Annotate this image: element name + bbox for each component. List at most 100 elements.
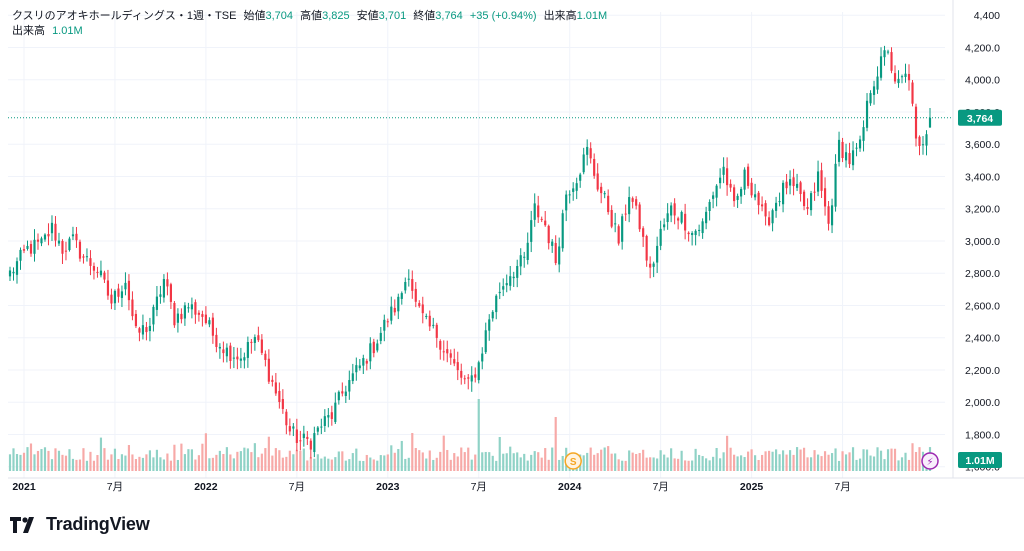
candle-body — [246, 342, 249, 358]
candle-body — [575, 183, 578, 191]
candle-body — [788, 179, 792, 186]
candle-body — [858, 139, 862, 149]
candle-body — [264, 353, 267, 360]
volume-bar — [827, 454, 830, 471]
candle-body — [848, 153, 851, 165]
candle-body — [841, 141, 844, 159]
candle-body — [837, 139, 841, 162]
event-markers[interactable]: S ⚡ — [564, 452, 939, 470]
candle-body — [393, 307, 396, 313]
volume-bar — [516, 452, 519, 471]
candle-body — [110, 294, 113, 304]
volume-bar — [488, 452, 491, 471]
symbol-title[interactable]: クスリのアオキホールディングス・1週・TSE — [12, 10, 237, 22]
candle-body — [400, 293, 403, 299]
volume-bar — [344, 460, 347, 471]
candle-body — [673, 203, 676, 216]
candle-body — [218, 346, 221, 349]
volume-bar — [295, 449, 298, 471]
candle-body — [561, 213, 564, 249]
candle-body — [516, 266, 519, 278]
volume-bar — [236, 451, 239, 471]
candle-body — [253, 337, 256, 343]
volume-bar — [267, 436, 270, 471]
candle-body — [733, 187, 736, 202]
candle-body — [530, 220, 533, 242]
candle-body — [299, 440, 302, 442]
volume-bar — [421, 452, 424, 471]
volume-legend: 出来高 1.01M — [12, 22, 83, 38]
brand-name: TradingView — [46, 514, 150, 534]
candle-body — [425, 315, 428, 317]
candle-body — [628, 197, 631, 215]
candle-body — [600, 186, 603, 194]
candle-body — [757, 192, 760, 206]
tradingview-logo[interactable]: TradingView — [10, 514, 150, 535]
volume-bar — [316, 454, 319, 471]
candle-body — [383, 319, 386, 331]
candle-body — [809, 193, 813, 211]
volume-bar — [467, 447, 470, 471]
candle-body — [795, 183, 799, 188]
candle-body — [914, 106, 918, 139]
candle-body — [250, 341, 253, 343]
candle-body — [617, 226, 620, 244]
volume-bar — [379, 455, 382, 471]
volume-bar — [309, 457, 312, 471]
volume-bar — [162, 459, 166, 471]
candle-body — [855, 147, 858, 149]
volume-bar — [719, 458, 722, 471]
volume-bar — [103, 448, 106, 471]
volume-bar — [134, 459, 138, 471]
volume-bar — [544, 448, 547, 471]
candle-body — [467, 377, 470, 379]
candle-body — [12, 271, 15, 274]
candle-body — [551, 241, 554, 246]
candle-body — [726, 168, 729, 186]
candle-body — [15, 261, 19, 275]
volume-bar — [355, 448, 358, 471]
volume-bar — [900, 457, 904, 471]
candle-body — [649, 263, 652, 268]
time-axis[interactable]: 2021 7月 2022 7月 2023 7月 2024 7月 2025 7月 — [12, 481, 850, 493]
volume-bar — [75, 459, 78, 471]
volume-bar — [456, 456, 459, 471]
volume-bar — [327, 458, 330, 471]
volume-legend-label: 出来高 — [12, 25, 45, 37]
volume-bar — [813, 450, 816, 471]
candle-body — [621, 216, 624, 242]
volume-bar — [477, 399, 480, 471]
candle-body — [113, 290, 117, 304]
volume-bar — [369, 457, 372, 471]
last-price-label: 3,764 — [967, 113, 993, 125]
volume-bar — [631, 452, 634, 471]
candle-body — [8, 270, 12, 277]
volume-bar — [743, 457, 746, 471]
volume-bar — [330, 459, 333, 471]
candle-body — [631, 198, 634, 202]
volume-bar — [306, 460, 309, 471]
candle-body — [257, 335, 260, 341]
volume-bar — [169, 460, 172, 471]
volume-badge — [958, 452, 1002, 468]
volume-bar — [183, 454, 186, 471]
volume-bar — [712, 456, 715, 471]
candle-body — [239, 358, 242, 361]
volume-bar — [799, 449, 802, 471]
candle-body — [316, 427, 319, 432]
candle-body — [470, 375, 473, 382]
volume-bar — [341, 451, 344, 471]
volume-bar — [449, 459, 452, 471]
candle-body — [232, 357, 235, 359]
volume-bars — [8, 399, 932, 471]
price-axis[interactable]: 1,600.01,800.02,000.02,200.02,400.02,600… — [958, 10, 1002, 474]
candle-body — [589, 148, 592, 159]
volume-bar — [138, 456, 141, 471]
candle-body — [40, 238, 43, 244]
candle-body — [505, 283, 508, 286]
candle-body — [134, 313, 138, 327]
candle-body — [33, 239, 36, 254]
volume-bar — [320, 458, 323, 471]
candle-body — [519, 255, 522, 267]
